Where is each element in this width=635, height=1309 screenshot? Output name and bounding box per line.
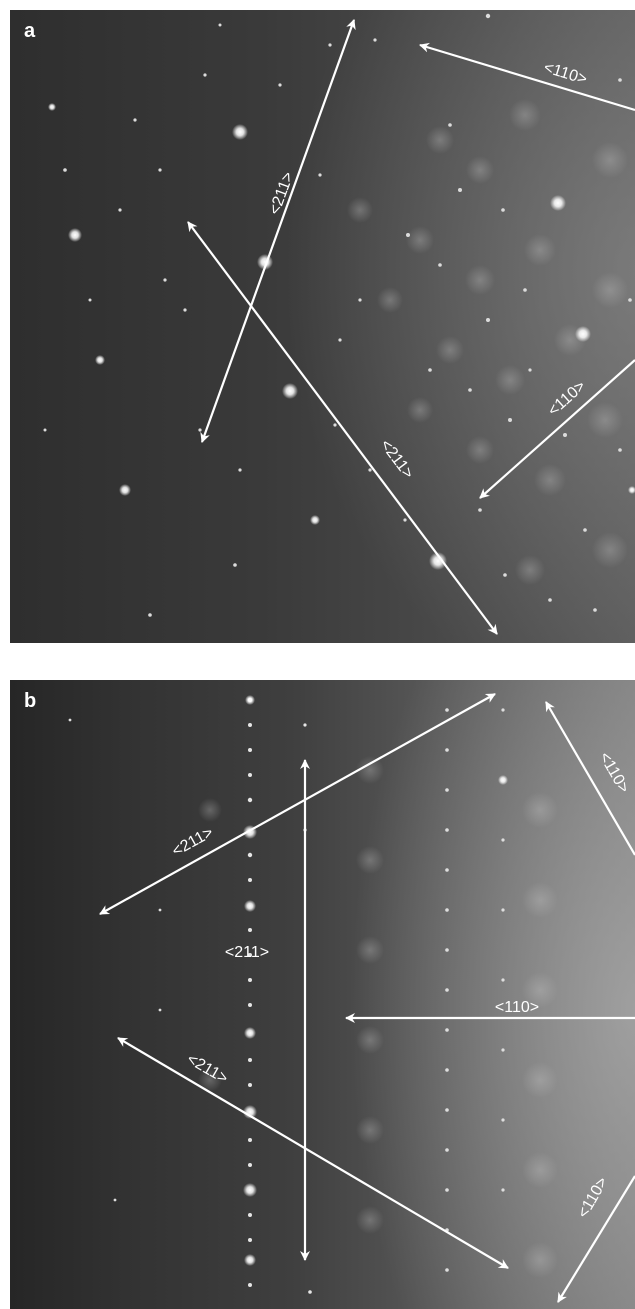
arrows-b xyxy=(99,693,635,1303)
bright-spots-a xyxy=(48,103,635,570)
label-211-upper-b: <211> xyxy=(169,824,216,860)
arrow-211-diagonal xyxy=(187,221,498,635)
diffraction-pattern-b: <211> <211> <211> <110> <110> <110> xyxy=(68,693,635,1303)
panel-label-b: b xyxy=(24,690,37,712)
label-211-diagonal: <211> xyxy=(377,437,417,483)
diffraction-panel-b: <211> <211> <211> <110> <110> <110> b xyxy=(10,680,635,1309)
arrow-110-mid xyxy=(479,359,635,499)
panel-label-a: a xyxy=(24,20,36,42)
arrow-211-upper xyxy=(200,19,356,443)
arrow-211-lower-b xyxy=(117,1037,509,1269)
diffraction-panel-a: <211> <211> <110> <110> a xyxy=(10,10,635,643)
arrow-110-top xyxy=(419,42,635,112)
arrow-110-top-b xyxy=(545,701,635,856)
arrow-211-upper-b xyxy=(99,693,496,915)
label-110-bottom-b: <110> xyxy=(575,1174,612,1221)
label-211-vertical-b: <211> xyxy=(225,944,269,961)
haze-spots-a xyxy=(347,99,628,585)
spot-column-left-b xyxy=(247,698,312,1294)
label-110-mid: <110> xyxy=(545,378,589,420)
arrows-a xyxy=(187,19,635,635)
diffraction-pattern-a: <211> <211> <110> <110> xyxy=(43,13,635,635)
small-spots-a xyxy=(43,13,632,617)
arrow-110-bottom-b xyxy=(557,1175,635,1303)
label-110-mid-b: <110> xyxy=(495,999,539,1016)
spot-column-right-b xyxy=(68,708,505,1272)
label-110-top-b: <110> xyxy=(595,749,632,796)
